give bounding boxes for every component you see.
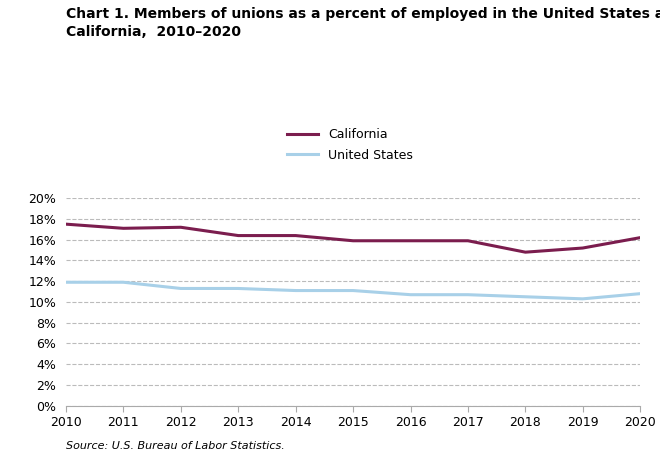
United States <box>579 296 587 301</box>
California <box>177 225 185 230</box>
United States <box>234 286 242 291</box>
Legend: California, United States: California, United States <box>286 129 413 162</box>
United States <box>119 279 127 285</box>
Line: United States: United States <box>66 282 640 299</box>
United States <box>407 292 414 297</box>
Text: Chart 1. Members of unions as a percent of employed in the United States and
Cal: Chart 1. Members of unions as a percent … <box>66 7 660 39</box>
California <box>119 225 127 231</box>
California <box>292 233 300 238</box>
United States <box>521 294 529 300</box>
United States <box>62 279 70 285</box>
California <box>62 221 70 227</box>
Text: Source: U.S. Bureau of Labor Statistics.: Source: U.S. Bureau of Labor Statistics. <box>66 441 284 451</box>
United States <box>177 286 185 291</box>
California <box>349 238 357 243</box>
California <box>464 238 472 243</box>
United States <box>292 288 300 293</box>
California <box>407 238 414 243</box>
United States <box>349 288 357 293</box>
United States <box>464 292 472 297</box>
Line: California: California <box>66 224 640 252</box>
California <box>636 235 644 241</box>
United States <box>636 291 644 296</box>
California <box>521 249 529 255</box>
California <box>579 245 587 251</box>
California <box>234 233 242 238</box>
